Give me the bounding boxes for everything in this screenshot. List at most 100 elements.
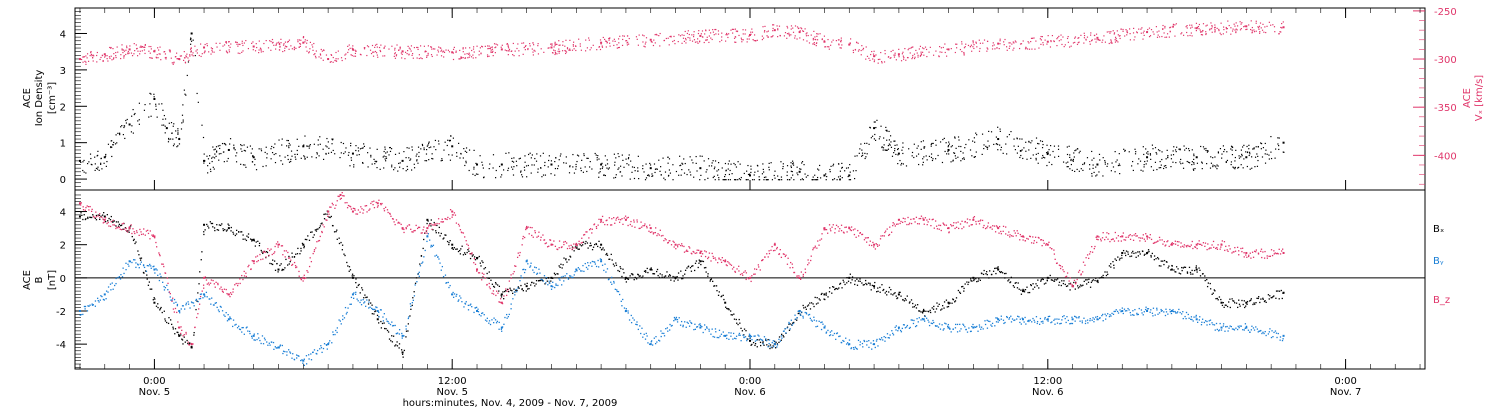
density-point (1270, 151, 1272, 153)
density-point (1175, 150, 1177, 153)
by-point (205, 291, 208, 294)
velocity-point (351, 54, 353, 57)
density-point (622, 159, 624, 162)
bx-point (344, 254, 346, 257)
bx-point (1272, 296, 1274, 298)
velocity-point (263, 42, 265, 45)
velocity-point (777, 36, 779, 38)
bx-point (302, 243, 305, 246)
velocity-point (1222, 26, 1225, 28)
density-point (1048, 149, 1050, 151)
density-point (440, 160, 442, 162)
density-point (416, 159, 418, 161)
by-point (155, 268, 157, 270)
velocity-point (1214, 30, 1216, 32)
velocity-point (466, 53, 468, 55)
bx-point (221, 223, 223, 225)
bx-point (1268, 298, 1270, 300)
bx-point (1269, 295, 1271, 297)
by-point (423, 256, 425, 258)
density-point (818, 169, 820, 171)
density-point (1106, 165, 1108, 167)
velocity-point (1138, 28, 1140, 30)
density-point (894, 140, 896, 142)
density-point (819, 164, 821, 167)
bx-point (841, 287, 843, 289)
velocity-point (638, 34, 640, 36)
bx-point (1010, 276, 1012, 279)
density-point (1173, 146, 1175, 148)
velocity-point (999, 43, 1001, 45)
by-point (323, 343, 326, 345)
bx-point (1199, 269, 1201, 271)
velocity-point (689, 37, 691, 39)
bx-point (647, 271, 649, 274)
density-point (1037, 162, 1039, 164)
bx-point (754, 342, 757, 345)
by-point (897, 326, 900, 329)
velocity-point (1126, 30, 1128, 32)
velocity-point (426, 56, 428, 58)
density-point (596, 157, 598, 159)
bx-point (578, 248, 580, 250)
density-point (1234, 160, 1236, 162)
density-point (928, 155, 931, 158)
density-point (782, 165, 784, 168)
density-point (955, 147, 957, 149)
density-point (116, 142, 118, 144)
by-point (494, 319, 497, 321)
density-point (727, 163, 729, 165)
density-point (398, 152, 400, 154)
bx-point (210, 222, 212, 225)
by-point (562, 275, 564, 278)
density-point (100, 163, 102, 165)
density-point (1035, 147, 1037, 149)
density-point (541, 176, 543, 178)
velocity-point (127, 52, 129, 54)
bx-point (667, 275, 670, 277)
density-point (101, 168, 103, 170)
bx-point (902, 298, 904, 301)
by-point (417, 273, 419, 275)
bx-point (568, 259, 570, 261)
density-point (880, 125, 882, 127)
density-point (1144, 160, 1146, 163)
velocity-point (164, 57, 166, 59)
by-point (289, 351, 291, 353)
bx-point (511, 290, 513, 292)
velocity-point (1240, 28, 1242, 30)
bx-point (234, 234, 237, 237)
bx-point (429, 222, 431, 225)
by-point (230, 318, 232, 320)
by-point (279, 344, 282, 346)
velocity-point (396, 44, 398, 46)
velocity-point (241, 40, 243, 42)
by-point (156, 269, 158, 271)
velocity-point (993, 44, 995, 46)
density-point (356, 154, 358, 156)
by-point (159, 273, 161, 275)
bx-point (705, 266, 707, 269)
density-point (1092, 167, 1094, 169)
density-point (733, 179, 736, 181)
velocity-point (688, 33, 690, 36)
by-point (189, 307, 191, 309)
velocity-point (190, 50, 192, 52)
density-point (1165, 164, 1167, 167)
velocity-point (1113, 33, 1115, 35)
velocity-point (1149, 35, 1152, 37)
bx-point (846, 282, 848, 284)
density-point (1248, 151, 1251, 153)
density-point (240, 163, 242, 165)
bx-point (380, 327, 383, 329)
velocity-point (219, 49, 221, 51)
velocity-point (928, 51, 930, 53)
density-point (714, 166, 716, 168)
by-point (329, 340, 331, 342)
density-point (114, 143, 117, 145)
by-point (380, 309, 382, 311)
density-point (434, 139, 437, 142)
density-point (601, 167, 603, 170)
bx-point (718, 291, 720, 293)
